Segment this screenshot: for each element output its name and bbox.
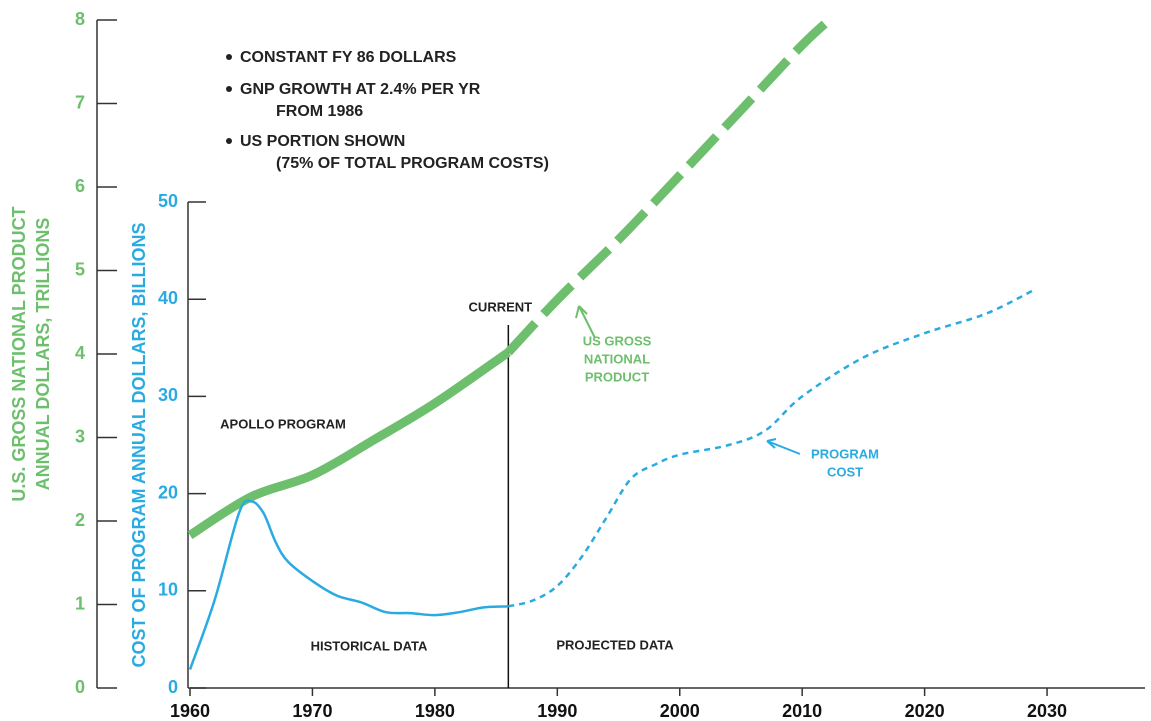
x-tick-label: 1990 [537, 701, 577, 721]
arrow [575, 305, 596, 339]
series-label: COST [827, 464, 863, 479]
series-label: NATIONAL [584, 351, 650, 366]
bullet [226, 138, 232, 144]
y-axis-label: U.S. GROSS NATIONAL PRODUCT [9, 206, 29, 501]
series-label: PRODUCT [585, 369, 649, 384]
x-tick-label: 2000 [660, 701, 700, 721]
note: (75% OF TOTAL PROGRAM COSTS) [276, 155, 549, 172]
x-tick-label: 2030 [1027, 701, 1067, 721]
note: US PORTION SHOWN [240, 133, 405, 150]
y-tick-label: 4 [75, 343, 85, 363]
annotation: CURRENT [469, 299, 533, 314]
x-tick-label: 2010 [782, 701, 822, 721]
y-tick-label: 7 [75, 92, 85, 112]
arrow [766, 438, 801, 455]
y-axis-label: ANNUAL DOLLARS, TRILLIONS [33, 218, 53, 491]
annotation: PROJECTED DATA [556, 637, 674, 652]
x-tick-label: 1960 [170, 701, 210, 721]
y2-tick-label: 20 [158, 482, 178, 502]
x-tick-label: 1980 [415, 701, 455, 721]
y-tick-label: 6 [75, 176, 85, 196]
y-tick-label: 5 [75, 259, 85, 279]
y-tick-label: 3 [75, 426, 85, 446]
projected-line [505, 20, 837, 356]
series-label: US GROSS [583, 333, 652, 348]
y2-tick-label: 0 [168, 677, 178, 697]
note: FROM 1986 [276, 103, 363, 120]
note: CONSTANT FY 86 DOLLARS [240, 49, 457, 66]
annotation: APOLLO PROGRAM [220, 416, 346, 431]
x-tick-label: 2020 [905, 701, 945, 721]
y2-tick-label: 50 [158, 191, 178, 211]
x-tick-label: 1970 [292, 701, 332, 721]
y2-tick-label: 40 [158, 288, 178, 308]
notes: CONSTANT FY 86 DOLLARS GNP GROWTH AT 2.4… [226, 49, 549, 172]
projected-line [508, 288, 1036, 608]
historical-line [188, 499, 509, 670]
historical-line [187, 348, 511, 540]
bullet [226, 54, 232, 60]
y2-axis-label: COST OF PROGRAM ANNUAL DOLLARS, BILLIONS [129, 223, 149, 668]
y-tick-label: 8 [75, 9, 85, 29]
note: GNP GROWTH AT 2.4% PER YR [240, 81, 481, 98]
y-tick-label: 0 [75, 677, 85, 697]
plot-area [187, 20, 1036, 670]
bullet [226, 86, 232, 92]
annotation: HISTORICAL DATA [311, 638, 428, 653]
y2-tick-label: 10 [158, 580, 178, 600]
y-tick-label: 2 [75, 510, 85, 530]
y-tick-label: 1 [75, 593, 85, 613]
series-label: PROGRAM [811, 446, 879, 461]
y2-tick-label: 30 [158, 385, 178, 405]
